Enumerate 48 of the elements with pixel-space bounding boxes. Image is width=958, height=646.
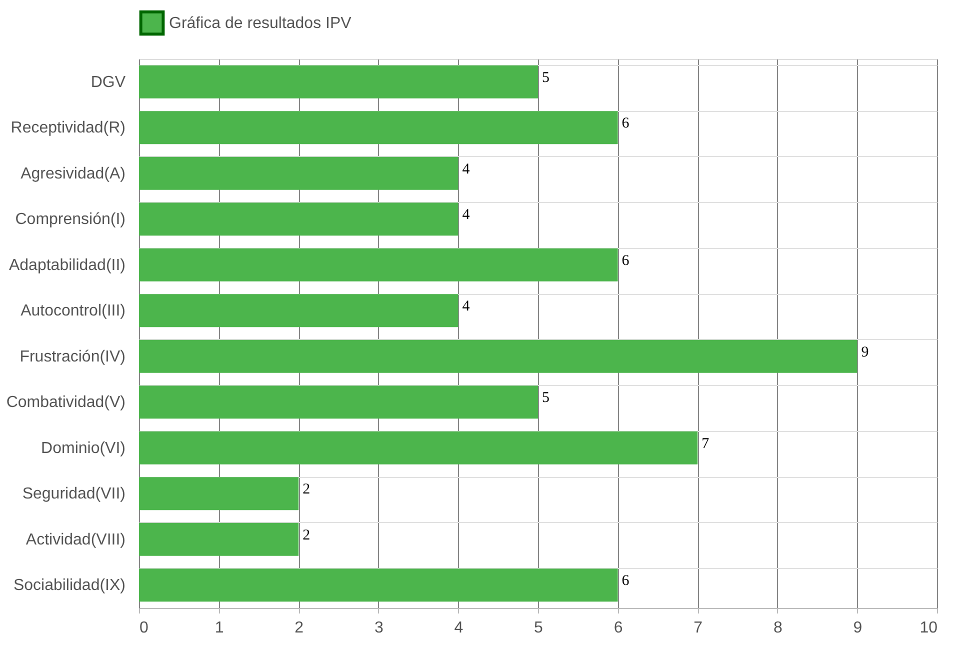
- x-tick-label: 2: [294, 620, 304, 636]
- data-label: 5: [542, 390, 550, 406]
- data-label: 6: [622, 252, 630, 269]
- bar: [139, 156, 458, 190]
- y-tick-label: DGV: [90, 74, 126, 91]
- bar: [139, 294, 458, 328]
- bar: [139, 568, 618, 602]
- data-label: 4: [462, 161, 470, 178]
- y-tick-label: Agresividad(A): [20, 165, 126, 182]
- x-tick-label: 9: [853, 620, 862, 636]
- y-tick-label: Combatividad(V): [6, 394, 126, 412]
- x-tick-label: 6: [614, 620, 623, 636]
- y-tick-label: Dominio(VI): [41, 440, 126, 457]
- x-tick-label: 4: [454, 620, 464, 636]
- bar: [139, 340, 858, 373]
- data-label: 4: [462, 207, 470, 224]
- y-tick-label: Sociabilidad(IX): [13, 577, 126, 594]
- y-tick-label: Seguridad(VII): [22, 486, 126, 503]
- y-tick-label: Comprensión(I): [15, 211, 126, 228]
- y-tick-label: Frustración(IV): [20, 348, 126, 366]
- x-tick-label: 10: [920, 620, 938, 636]
- x-tick-label: 5: [534, 620, 544, 636]
- bar: [139, 477, 299, 510]
- x-tick-label: 1: [214, 620, 224, 636]
- data-label: 7: [702, 436, 710, 452]
- bar: [139, 111, 618, 144]
- x-tick-label: 8: [773, 620, 782, 636]
- bar: [139, 386, 538, 419]
- bar: [139, 65, 538, 98]
- data-label: 9: [861, 344, 869, 360]
- bar: [139, 431, 698, 464]
- data-label: 4: [462, 298, 470, 315]
- y-tick-label: Adaptabilidad(II): [8, 256, 126, 274]
- x-tick-label: 0: [140, 620, 148, 636]
- bar: [139, 202, 458, 236]
- x-tick-label: 3: [374, 620, 384, 636]
- legend-label: Gráfica de resultados IPV: [169, 15, 352, 32]
- y-tick-label: Actividad(VIII): [26, 531, 126, 548]
- bar: [139, 248, 618, 282]
- data-label: 5: [542, 70, 550, 86]
- data-label: 6: [622, 573, 630, 590]
- x-tick-label: 7: [694, 620, 703, 636]
- data-label: 2: [302, 527, 310, 544]
- bar: [139, 522, 299, 556]
- data-label: 6: [622, 116, 630, 132]
- y-tick-label: Receptividad(R): [10, 120, 126, 137]
- data-label: 2: [302, 482, 310, 498]
- y-tick-label: Autocontrol(III): [20, 302, 126, 320]
